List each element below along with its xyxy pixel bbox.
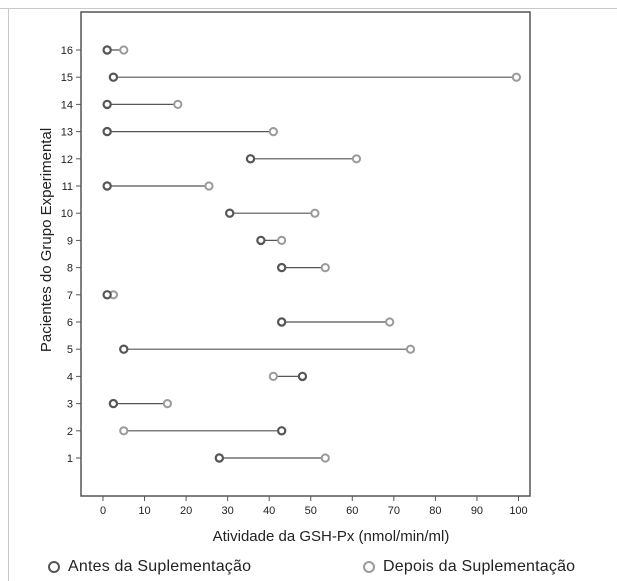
- point-depois: [268, 371, 278, 381]
- point-antes: [256, 235, 266, 246]
- x-tick-label: 0: [100, 505, 106, 517]
- point-depois: [405, 344, 416, 354]
- y-tick-label: 12: [61, 154, 73, 166]
- x-tick-label: 50: [305, 505, 317, 517]
- y-tick-label: 2: [67, 426, 73, 438]
- point-depois: [119, 45, 129, 55]
- point-antes: [108, 398, 119, 409]
- point-depois: [320, 263, 330, 273]
- x-tick-label: 90: [471, 505, 483, 517]
- figure-frame-left: [8, 8, 9, 581]
- x-axis-label: Atividade da GSH-Px (nmol/min/ml): [213, 528, 450, 545]
- x-tick-label: 10: [138, 505, 150, 517]
- point-depois: [310, 208, 320, 218]
- x-tick-label: 20: [180, 505, 192, 517]
- point-antes: [102, 99, 112, 110]
- y-tick-label: 3: [67, 399, 73, 411]
- y-tick-label: 4: [67, 371, 73, 383]
- point-antes: [276, 262, 287, 273]
- point-depois: [320, 453, 330, 463]
- point-antes: [276, 426, 287, 436]
- y-axis-label: Pacientes do Grupo Experimental: [38, 128, 55, 352]
- x-axis: 0 10 20 30 40 50 60 70 80 90 100: [100, 496, 528, 517]
- point-antes: [102, 181, 112, 191]
- y-tick-label: 9: [67, 235, 73, 247]
- point-antes: [297, 371, 308, 382]
- point-antes: [102, 45, 112, 55]
- x-tick-label: 60: [346, 505, 358, 517]
- point-depois: [119, 426, 129, 436]
- plot-area: [80, 11, 531, 497]
- legend-label-depois: Depois da Suplementação: [383, 558, 576, 575]
- point-antes: [214, 453, 225, 463]
- point-antes: [119, 344, 129, 354]
- y-tick-label: 10: [61, 208, 73, 220]
- point-depois: [162, 399, 173, 409]
- y-tick-label: 5: [67, 344, 73, 356]
- x-tick-label: 70: [388, 505, 400, 517]
- point-antes: [225, 208, 235, 218]
- y-tick-label: 11: [62, 181, 73, 193]
- y-tick-label: 1: [67, 453, 73, 465]
- y-tick-label: 8: [67, 263, 73, 275]
- point-depois: [351, 154, 362, 164]
- x-tick-label: 100: [509, 505, 527, 517]
- point-antes: [245, 154, 256, 164]
- point-depois: [204, 181, 214, 191]
- legend-label-antes: Antes da Suplementação: [68, 558, 252, 575]
- point-depois: [268, 127, 278, 137]
- point-antes: [102, 290, 112, 300]
- point-antes: [102, 126, 112, 137]
- y-tick-label: 6: [67, 317, 73, 329]
- point-antes: [108, 72, 119, 82]
- legend-item-depois: Depois da Suplementação: [363, 556, 575, 578]
- legend-item-antes: Antes da Suplementação: [48, 556, 251, 578]
- antes-circle-icon: [48, 561, 60, 573]
- point-depois: [277, 235, 287, 245]
- y-tick-label: 14: [61, 99, 73, 111]
- y-tick-label: 13: [61, 127, 73, 139]
- data-marks: [102, 45, 522, 463]
- y-tick-label: 15: [61, 72, 73, 84]
- point-depois: [173, 99, 183, 110]
- x-tick-label: 30: [222, 505, 234, 517]
- point-depois: [511, 72, 522, 82]
- x-tick-label: 80: [429, 505, 441, 517]
- x-tick-label: 40: [263, 505, 275, 517]
- figure-frame-top: [0, 8, 617, 9]
- y-tick-label: 7: [67, 290, 73, 302]
- point-depois: [385, 317, 395, 327]
- y-tick-label: 16: [61, 45, 73, 57]
- point-antes: [276, 317, 287, 327]
- depois-circle-icon: [363, 561, 375, 573]
